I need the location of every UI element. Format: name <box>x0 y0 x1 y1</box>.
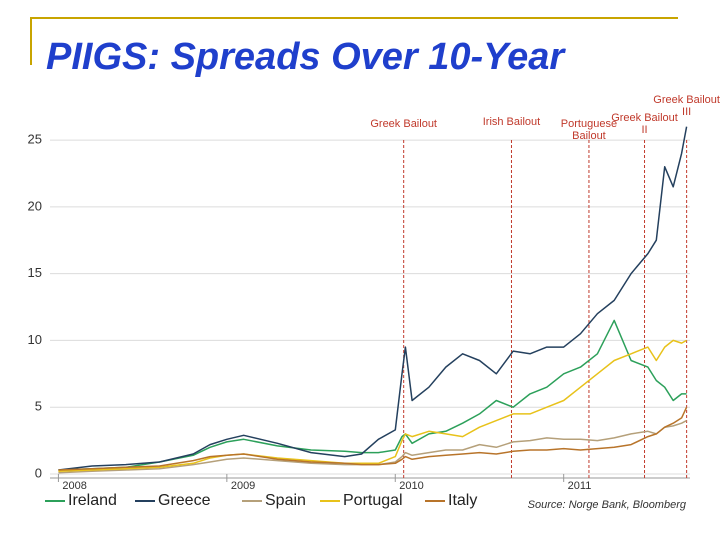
event-label: Portuguese Bailout <box>560 118 618 142</box>
series-line <box>58 126 688 471</box>
event-label: Irish Bailout <box>482 116 541 128</box>
legend-label: Portugal <box>343 492 403 509</box>
y-tick-label: 10 <box>28 332 42 347</box>
legend-label: Greece <box>158 492 211 509</box>
y-tick-label: 25 <box>28 132 42 147</box>
x-tick-label: 2010 <box>399 480 423 492</box>
series-line <box>58 406 688 471</box>
y-tick-label: 15 <box>28 265 42 280</box>
event-label: Greek Bailout <box>370 118 437 130</box>
x-tick-label: 2011 <box>568 480 592 492</box>
legend-label: Italy <box>448 492 477 509</box>
series-line <box>58 419 687 474</box>
chart: Source: Norge Bank, Bloomberg 0 5 10 15 20 25… <box>20 95 700 520</box>
border-left <box>30 17 32 65</box>
legend-label: Ireland <box>68 492 117 509</box>
event-label: Greek Bailout III <box>653 94 720 118</box>
x-tick-label: 2008 <box>62 480 86 492</box>
source-note: Source: Norge Bank, Bloomberg <box>528 499 687 511</box>
chart-background <box>20 95 700 520</box>
border-top <box>30 17 678 19</box>
y-tick-label: 0 <box>35 465 42 480</box>
y-tick-label: 20 <box>28 198 42 213</box>
y-tick-label: 5 <box>35 399 42 414</box>
legend-label: Spain <box>265 492 306 509</box>
event-label: Greek Bailout II <box>611 112 678 136</box>
x-tick-label: 2009 <box>231 480 255 492</box>
